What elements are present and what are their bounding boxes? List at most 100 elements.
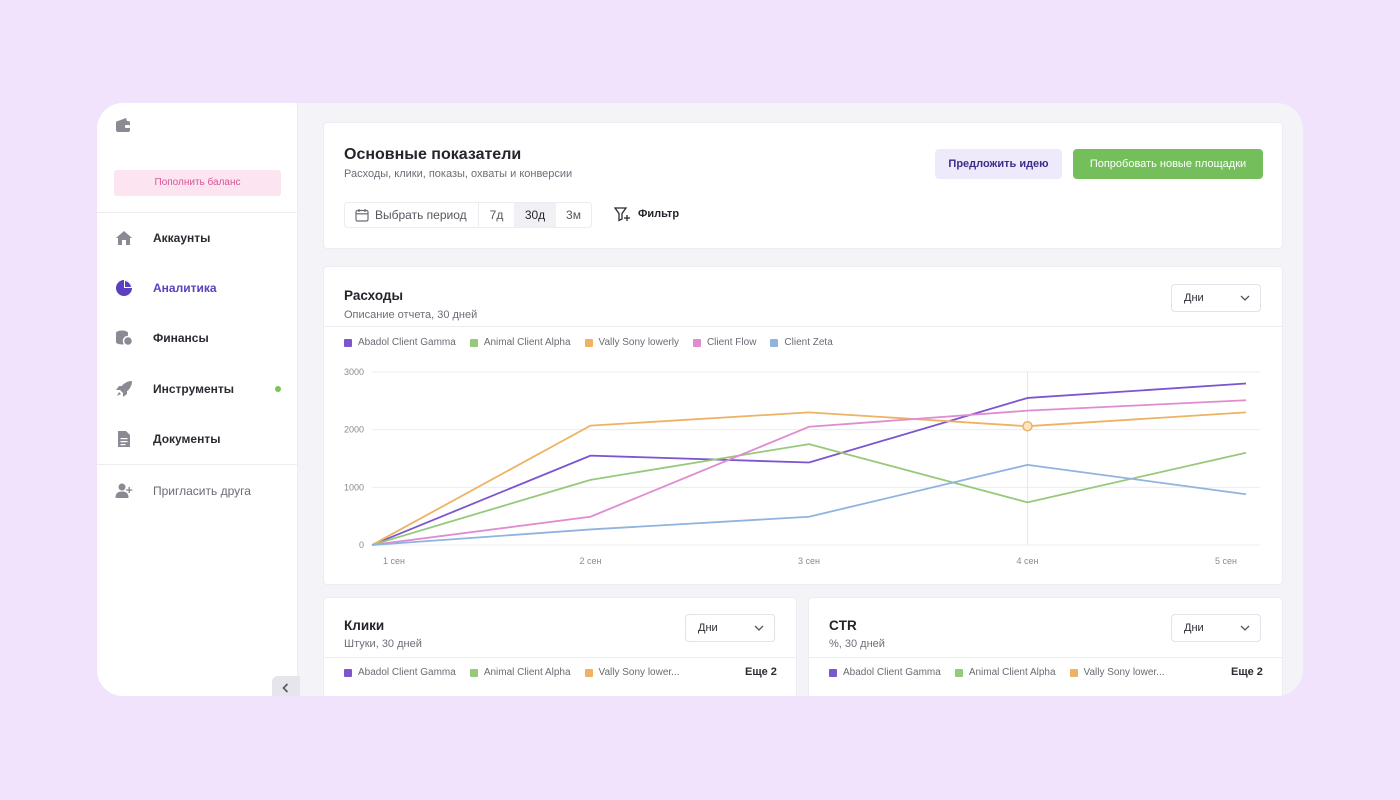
legend-item[interactable]: Abadol Client Gamma [829, 667, 941, 678]
sidebar-item-analytics[interactable]: Аналитика [97, 270, 298, 306]
legend-swatch [344, 668, 352, 677]
chevron-left-icon [282, 683, 289, 693]
ctr-subtitle: %, 30 дней [829, 638, 885, 650]
legend-item[interactable]: Vally Sony lower... [1069, 667, 1165, 678]
legend-swatch [584, 668, 593, 677]
suggest-idea-button[interactable]: Предложить идею [935, 149, 1062, 179]
sidebar: Пополнить баланс Аккаунты Аналитика Ф [97, 103, 298, 696]
sidebar-divider [97, 464, 298, 465]
filter-add-icon [614, 207, 630, 222]
sidebar-item-documents[interactable]: Документы [97, 421, 298, 457]
document-icon [118, 431, 130, 447]
legend-label: Vally Sony lowerly [598, 337, 679, 348]
legend-swatch [1069, 668, 1078, 677]
legend-swatch [469, 338, 478, 347]
try-new-platforms-button[interactable]: Попробовать новые площадки [1073, 149, 1263, 179]
x-tick-label: 1 сен [383, 556, 405, 566]
sidebar-item-invite[interactable]: Пригласить друга [97, 473, 298, 509]
card-divider [809, 657, 1282, 658]
y-tick-label: 3000 [344, 367, 364, 377]
sidebar-divider [97, 212, 298, 213]
legend-swatch [954, 668, 963, 677]
legend-label: Animal Client Alpha [483, 667, 571, 678]
legend-item[interactable]: Abadol Client Gamma [344, 337, 456, 348]
expenses-subtitle: Описание отчета, 30 дней [344, 309, 478, 321]
legend-swatch [469, 668, 478, 677]
period-selector: Выбрать период 7д 30д 3м [344, 202, 592, 228]
clicks-granularity-dropdown[interactable]: Дни [685, 614, 775, 642]
dropdown-value: Дни [1184, 292, 1204, 304]
dropdown-value: Дни [1184, 622, 1204, 634]
card-divider [324, 326, 1282, 327]
app-window: Пополнить баланс Аккаунты Аналитика Ф [97, 103, 1303, 696]
expenses-granularity-dropdown[interactable]: Дни [1171, 284, 1261, 312]
ctr-title: CTR [829, 618, 857, 633]
legend-swatch [584, 338, 593, 347]
series-line[interactable] [371, 463, 1247, 546]
legend-label: Abadol Client Gamma [843, 667, 941, 678]
legend-label: Client Flow [706, 337, 757, 348]
filter-label: Фильтр [638, 208, 680, 220]
chevron-down-icon [1240, 295, 1250, 301]
legend-item[interactable]: Vally Sony lowerly [584, 337, 679, 348]
legend-item[interactable]: Animal Client Alpha [954, 667, 1056, 678]
show-more-legend-button[interactable]: Еще 2 [745, 666, 777, 678]
series-line[interactable] [371, 382, 1247, 546]
chevron-down-icon [754, 625, 764, 631]
show-more-legend-button[interactable]: Еще 2 [1231, 666, 1263, 678]
legend-item[interactable]: Animal Client Alpha [469, 337, 571, 348]
legend-swatch [344, 338, 352, 347]
period-picker[interactable]: Выбрать период [345, 203, 479, 227]
legend-item[interactable]: Abadol Client Gamma [344, 667, 456, 678]
legend-label: Client Zeta [784, 337, 833, 348]
x-tick-label: 3 сен [798, 556, 820, 566]
ctr-card: CTR %, 30 дней Дни Abadol Client Gamma A… [808, 597, 1283, 696]
filter-button[interactable]: Фильтр [614, 207, 680, 222]
series-line[interactable] [371, 411, 1247, 546]
legend-swatch [770, 338, 779, 347]
pie-chart-icon [116, 280, 132, 296]
period-3m[interactable]: 3м [566, 208, 581, 222]
period-7d[interactable]: 7д [489, 208, 504, 222]
legend-label: Animal Client Alpha [968, 667, 1056, 678]
status-dot [275, 386, 281, 392]
page-title: Основные показатели [344, 146, 522, 163]
series-line[interactable] [371, 443, 1247, 546]
add-user-icon [115, 483, 133, 498]
legend-item[interactable]: Animal Client Alpha [469, 667, 571, 678]
y-tick-label: 2000 [344, 425, 364, 435]
expenses-card: Расходы Описание отчета, 30 дней Дни Aba… [323, 266, 1283, 585]
sidebar-item-label: Финансы [153, 331, 209, 345]
clicks-card: Клики Штуки, 30 дней Дни Abadol Client G… [323, 597, 797, 696]
y-tick-label: 1000 [344, 482, 364, 492]
collapse-sidebar-button[interactable] [272, 676, 300, 696]
sidebar-item-label: Аналитика [153, 281, 217, 295]
sidebar-item-finance[interactable]: Финансы [97, 320, 298, 356]
legend-item[interactable]: Client Flow [692, 337, 757, 348]
overview-card: Основные показатели Расходы, клики, пока… [323, 122, 1283, 249]
wallet-icon[interactable] [115, 117, 131, 133]
ctr-granularity-dropdown[interactable]: Дни [1171, 614, 1261, 642]
y-tick-label: 0 [359, 540, 364, 550]
sidebar-item-label: Пригласить друга [153, 484, 251, 498]
sidebar-item-label: Аккаунты [153, 231, 211, 245]
clicks-title: Клики [344, 618, 385, 633]
legend-item[interactable]: Vally Sony lower... [584, 667, 680, 678]
expenses-title: Расходы [344, 288, 404, 303]
x-tick-label: 2 сен [580, 556, 602, 566]
legend-label: Abadol Client Gamma [358, 337, 456, 348]
coins-icon [116, 330, 133, 347]
sidebar-item-tools[interactable]: Инструменты [97, 371, 298, 407]
series-line[interactable] [371, 399, 1247, 546]
sidebar-item-accounts[interactable]: Аккаунты [97, 220, 298, 256]
legend-swatch [829, 668, 837, 677]
data-point-marker[interactable] [1022, 420, 1033, 432]
legend-label: Animal Client Alpha [483, 337, 571, 348]
page-subtitle: Расходы, клики, показы, охваты и конверс… [344, 168, 573, 180]
period-30d[interactable]: 30д [514, 203, 556, 227]
ctr-legend: Abadol Client Gamma Animal Client Alpha … [829, 667, 1179, 678]
card-divider [324, 657, 796, 658]
topup-balance-button[interactable]: Пополнить баланс [114, 170, 281, 196]
legend-item[interactable]: Client Zeta [770, 337, 833, 348]
x-tick-label: 4 сен [1017, 556, 1039, 566]
